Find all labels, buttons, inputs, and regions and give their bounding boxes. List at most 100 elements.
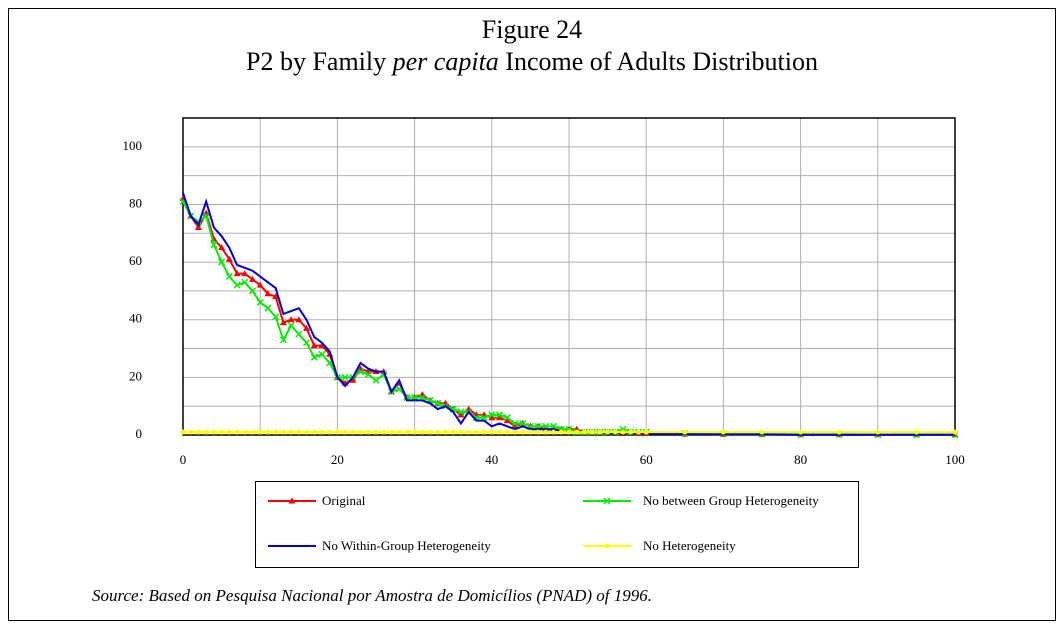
marker xyxy=(396,429,402,435)
marker xyxy=(597,429,603,435)
marker xyxy=(434,399,442,407)
marker xyxy=(620,429,626,435)
marker xyxy=(295,316,303,323)
marker xyxy=(427,429,433,435)
marker xyxy=(581,429,587,435)
marker xyxy=(264,290,272,297)
marker xyxy=(605,429,611,435)
frame xyxy=(8,8,1056,621)
marker xyxy=(520,429,526,435)
marker xyxy=(503,417,511,424)
legend-item: No between Group Heterogeneity xyxy=(583,493,819,508)
marker xyxy=(295,330,303,338)
subtitle-part: P2 by Family xyxy=(246,47,387,76)
marker xyxy=(458,429,464,435)
legend-label: No Heterogeneity xyxy=(643,538,736,553)
marker xyxy=(404,429,410,435)
marker xyxy=(551,429,557,435)
marker xyxy=(419,429,425,435)
marker xyxy=(388,429,394,435)
marker xyxy=(519,419,527,428)
marker xyxy=(574,429,580,435)
marker xyxy=(759,429,765,435)
marker xyxy=(180,429,186,435)
legend-item: Original xyxy=(268,493,366,508)
marker xyxy=(288,429,294,435)
marker xyxy=(635,429,641,435)
marker xyxy=(279,336,287,344)
marker xyxy=(241,278,249,286)
marker xyxy=(288,497,296,504)
marker xyxy=(218,244,226,251)
marker xyxy=(226,429,232,435)
x-tick-label: 100 xyxy=(945,452,965,467)
marker xyxy=(256,281,264,288)
marker xyxy=(264,304,272,312)
marker xyxy=(327,429,333,435)
marker xyxy=(319,429,325,435)
marker xyxy=(373,429,379,435)
marker xyxy=(481,429,487,435)
marker xyxy=(256,298,264,306)
marker xyxy=(364,370,372,379)
marker xyxy=(543,429,549,435)
marker xyxy=(412,429,418,435)
marker xyxy=(511,419,519,428)
marker xyxy=(603,497,611,505)
marker xyxy=(272,313,280,321)
marker xyxy=(287,316,295,323)
y-tick-label: 0 xyxy=(136,426,143,441)
marker xyxy=(202,212,210,220)
marker xyxy=(589,429,595,435)
x-tick-label: 0 xyxy=(180,452,187,467)
marker xyxy=(248,287,257,295)
marker xyxy=(194,224,202,231)
marker xyxy=(535,429,541,435)
marker xyxy=(527,429,533,435)
marker xyxy=(497,429,503,435)
marker xyxy=(310,342,318,349)
marker xyxy=(233,270,241,277)
marker xyxy=(489,429,495,435)
marker xyxy=(219,429,225,435)
marker xyxy=(249,429,255,435)
plot-area: 0 20 40 60 80 100 0 20 40 60 80 100 xyxy=(123,117,965,467)
marker xyxy=(303,324,311,331)
marker xyxy=(604,543,610,549)
marker xyxy=(457,411,465,418)
marker xyxy=(628,429,634,435)
marker xyxy=(836,429,842,435)
marker xyxy=(643,429,649,435)
marker xyxy=(334,429,340,435)
x-tick-label: 60 xyxy=(640,452,653,467)
marker xyxy=(558,429,564,435)
chart-title: Figure 24 xyxy=(481,15,583,44)
x-tick-label: 20 xyxy=(331,452,344,467)
legend-label: Original xyxy=(322,493,366,508)
titles: Figure 24 P2 by Family per capita Income… xyxy=(0,14,1064,78)
source-note: Source: Based on Pesquisa Nacional por A… xyxy=(92,586,653,605)
marker xyxy=(225,272,233,281)
legend-item: No Heterogeneity xyxy=(583,538,736,553)
marker xyxy=(234,429,240,435)
marker xyxy=(442,429,448,435)
marker xyxy=(203,429,209,435)
marker xyxy=(279,319,287,326)
marker xyxy=(280,429,286,435)
marker xyxy=(612,429,618,435)
marker xyxy=(265,429,271,435)
marker xyxy=(188,429,194,435)
marker xyxy=(296,429,302,435)
marker xyxy=(195,429,201,435)
marker xyxy=(913,429,919,435)
chart-subtitle: P2 by Family per capita Income of Adults… xyxy=(0,46,1064,78)
plot-border xyxy=(182,117,956,436)
marker xyxy=(350,429,356,435)
marker xyxy=(512,429,518,435)
marker xyxy=(466,429,472,435)
subtitle-part: per capita xyxy=(392,47,499,76)
marker xyxy=(349,376,357,383)
marker xyxy=(341,373,349,381)
marker xyxy=(372,376,380,384)
